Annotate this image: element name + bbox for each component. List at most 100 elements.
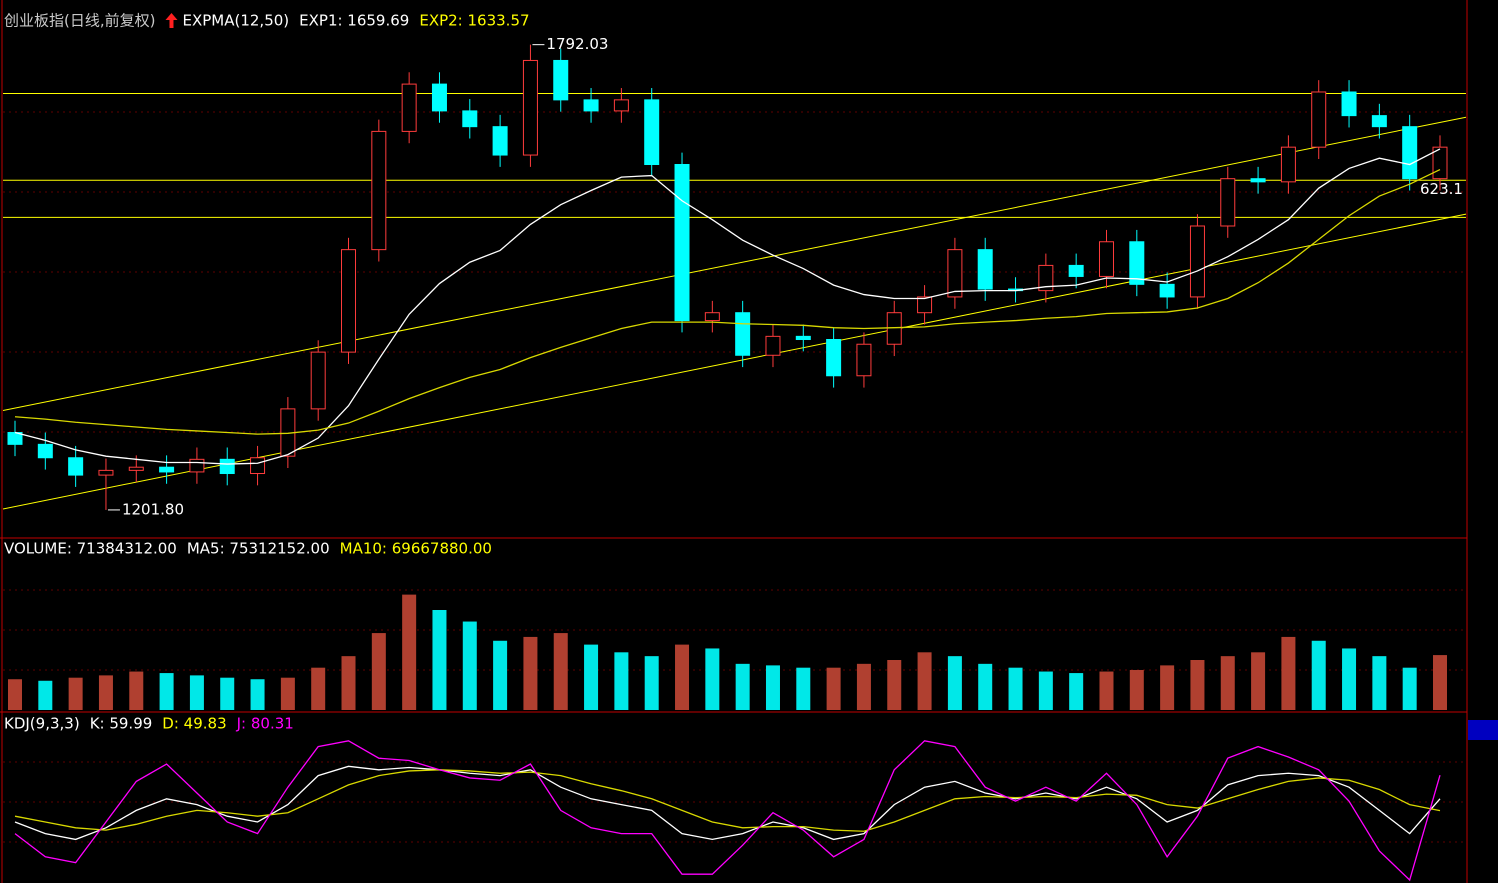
candle-body (522, 59, 538, 156)
candle-body (1402, 126, 1418, 180)
volume-bar (1160, 665, 1175, 710)
trend-line (2, 213, 1467, 510)
annotation-label: 1201.80 (122, 500, 184, 518)
volume-bar (8, 679, 22, 710)
volume-bar (978, 663, 993, 710)
candle-body (917, 296, 933, 314)
candle-body (1371, 115, 1387, 128)
legend-entry: D: 49.83 (162, 715, 226, 733)
candle-body (1189, 225, 1205, 298)
volume-bar (856, 663, 871, 710)
legend-entry: K: 59.99 (90, 715, 153, 733)
candle-body (1159, 283, 1175, 298)
volume-bar (1190, 660, 1205, 710)
candle-body (401, 83, 417, 132)
candle-body (98, 469, 114, 476)
volume-bar (402, 594, 417, 710)
volume-bar (159, 673, 174, 710)
candle-body (765, 335, 781, 356)
volume-bar (311, 667, 326, 710)
volume-bar (735, 663, 750, 710)
volume-bar (826, 667, 841, 710)
volume-bar (68, 677, 83, 710)
series-line (14, 740, 1441, 882)
candle-body (431, 83, 447, 112)
legend-entry: EXPMA(12,50) (182, 12, 289, 30)
volume-bar (947, 656, 962, 710)
volume-bar (1099, 671, 1114, 710)
series-line (14, 148, 1441, 465)
volume-bar (675, 644, 690, 710)
annotation-label: 1792.03 (546, 35, 608, 53)
volume-bar (1220, 656, 1235, 710)
volume-bar (765, 665, 780, 710)
candle-body (1341, 91, 1357, 117)
candle-body (341, 249, 357, 353)
candle-body (371, 130, 387, 251)
series-line (14, 168, 1441, 435)
candle-body (1038, 264, 1054, 292)
legend-entry: EXP1: 1659.69 (299, 12, 409, 30)
volume-bar (705, 648, 720, 710)
volume-bar (614, 652, 629, 710)
volume-bar (462, 621, 477, 710)
volume-bar (220, 677, 235, 710)
legend-entry: MA10: 69667880.00 (340, 540, 492, 558)
hline-label: 623.1 (1420, 180, 1463, 198)
signal-icon (165, 13, 178, 28)
candle-body (462, 110, 478, 128)
candle-body (1250, 178, 1266, 183)
volume-bar (1433, 655, 1447, 710)
volume-bar (1311, 640, 1326, 710)
legend-entry: KDJ(9,3,3) (4, 715, 80, 733)
candle-body (189, 458, 205, 473)
volume-bar (1069, 673, 1084, 710)
candle-body (735, 312, 751, 356)
volume-bar (523, 636, 538, 710)
volume-bar (1038, 671, 1053, 710)
volume-bar (493, 640, 508, 710)
candle-body (250, 457, 266, 475)
candle-body (826, 339, 842, 377)
volume-bar (1251, 652, 1266, 710)
candle-body (219, 458, 235, 475)
legend-entry: VOLUME: 71384312.00 (4, 540, 177, 558)
chart-title: 创业板指(日线,前复权) (4, 12, 155, 30)
candle-body (128, 466, 144, 471)
candle-body (37, 443, 53, 459)
candle-body (583, 99, 599, 112)
candle-body (947, 249, 963, 298)
volume-bar (189, 675, 204, 710)
candle-body (856, 343, 872, 377)
legend-entry: EXP2: 1633.57 (419, 12, 529, 30)
candle-body (1220, 178, 1236, 227)
candle-body (1098, 241, 1114, 277)
volume-bar (432, 610, 447, 710)
candle-body (553, 59, 569, 101)
volume-bar (796, 667, 811, 710)
volume-bar (1372, 656, 1387, 710)
candle-body (613, 99, 629, 112)
volume-bar (1402, 667, 1417, 710)
trend-line (2, 116, 1467, 411)
legend-entry: MA5: 75312152.00 (187, 540, 330, 558)
legend-entry: J: 80.31 (236, 715, 294, 733)
candle-body (674, 164, 690, 322)
axis-badge (1468, 720, 1498, 740)
candle-body (644, 99, 660, 166)
volume-bar (887, 660, 902, 710)
candle-body (1280, 146, 1296, 183)
candle-body (310, 351, 326, 410)
volume-bar (917, 652, 932, 710)
candle-body (1068, 264, 1084, 277)
volume-bar (250, 679, 265, 710)
candle-body (1311, 91, 1327, 148)
volume-bar (553, 633, 568, 710)
candle-body (68, 457, 84, 476)
candle-body (492, 126, 508, 156)
volume-bar (129, 671, 144, 710)
volume-bar (1342, 648, 1357, 710)
